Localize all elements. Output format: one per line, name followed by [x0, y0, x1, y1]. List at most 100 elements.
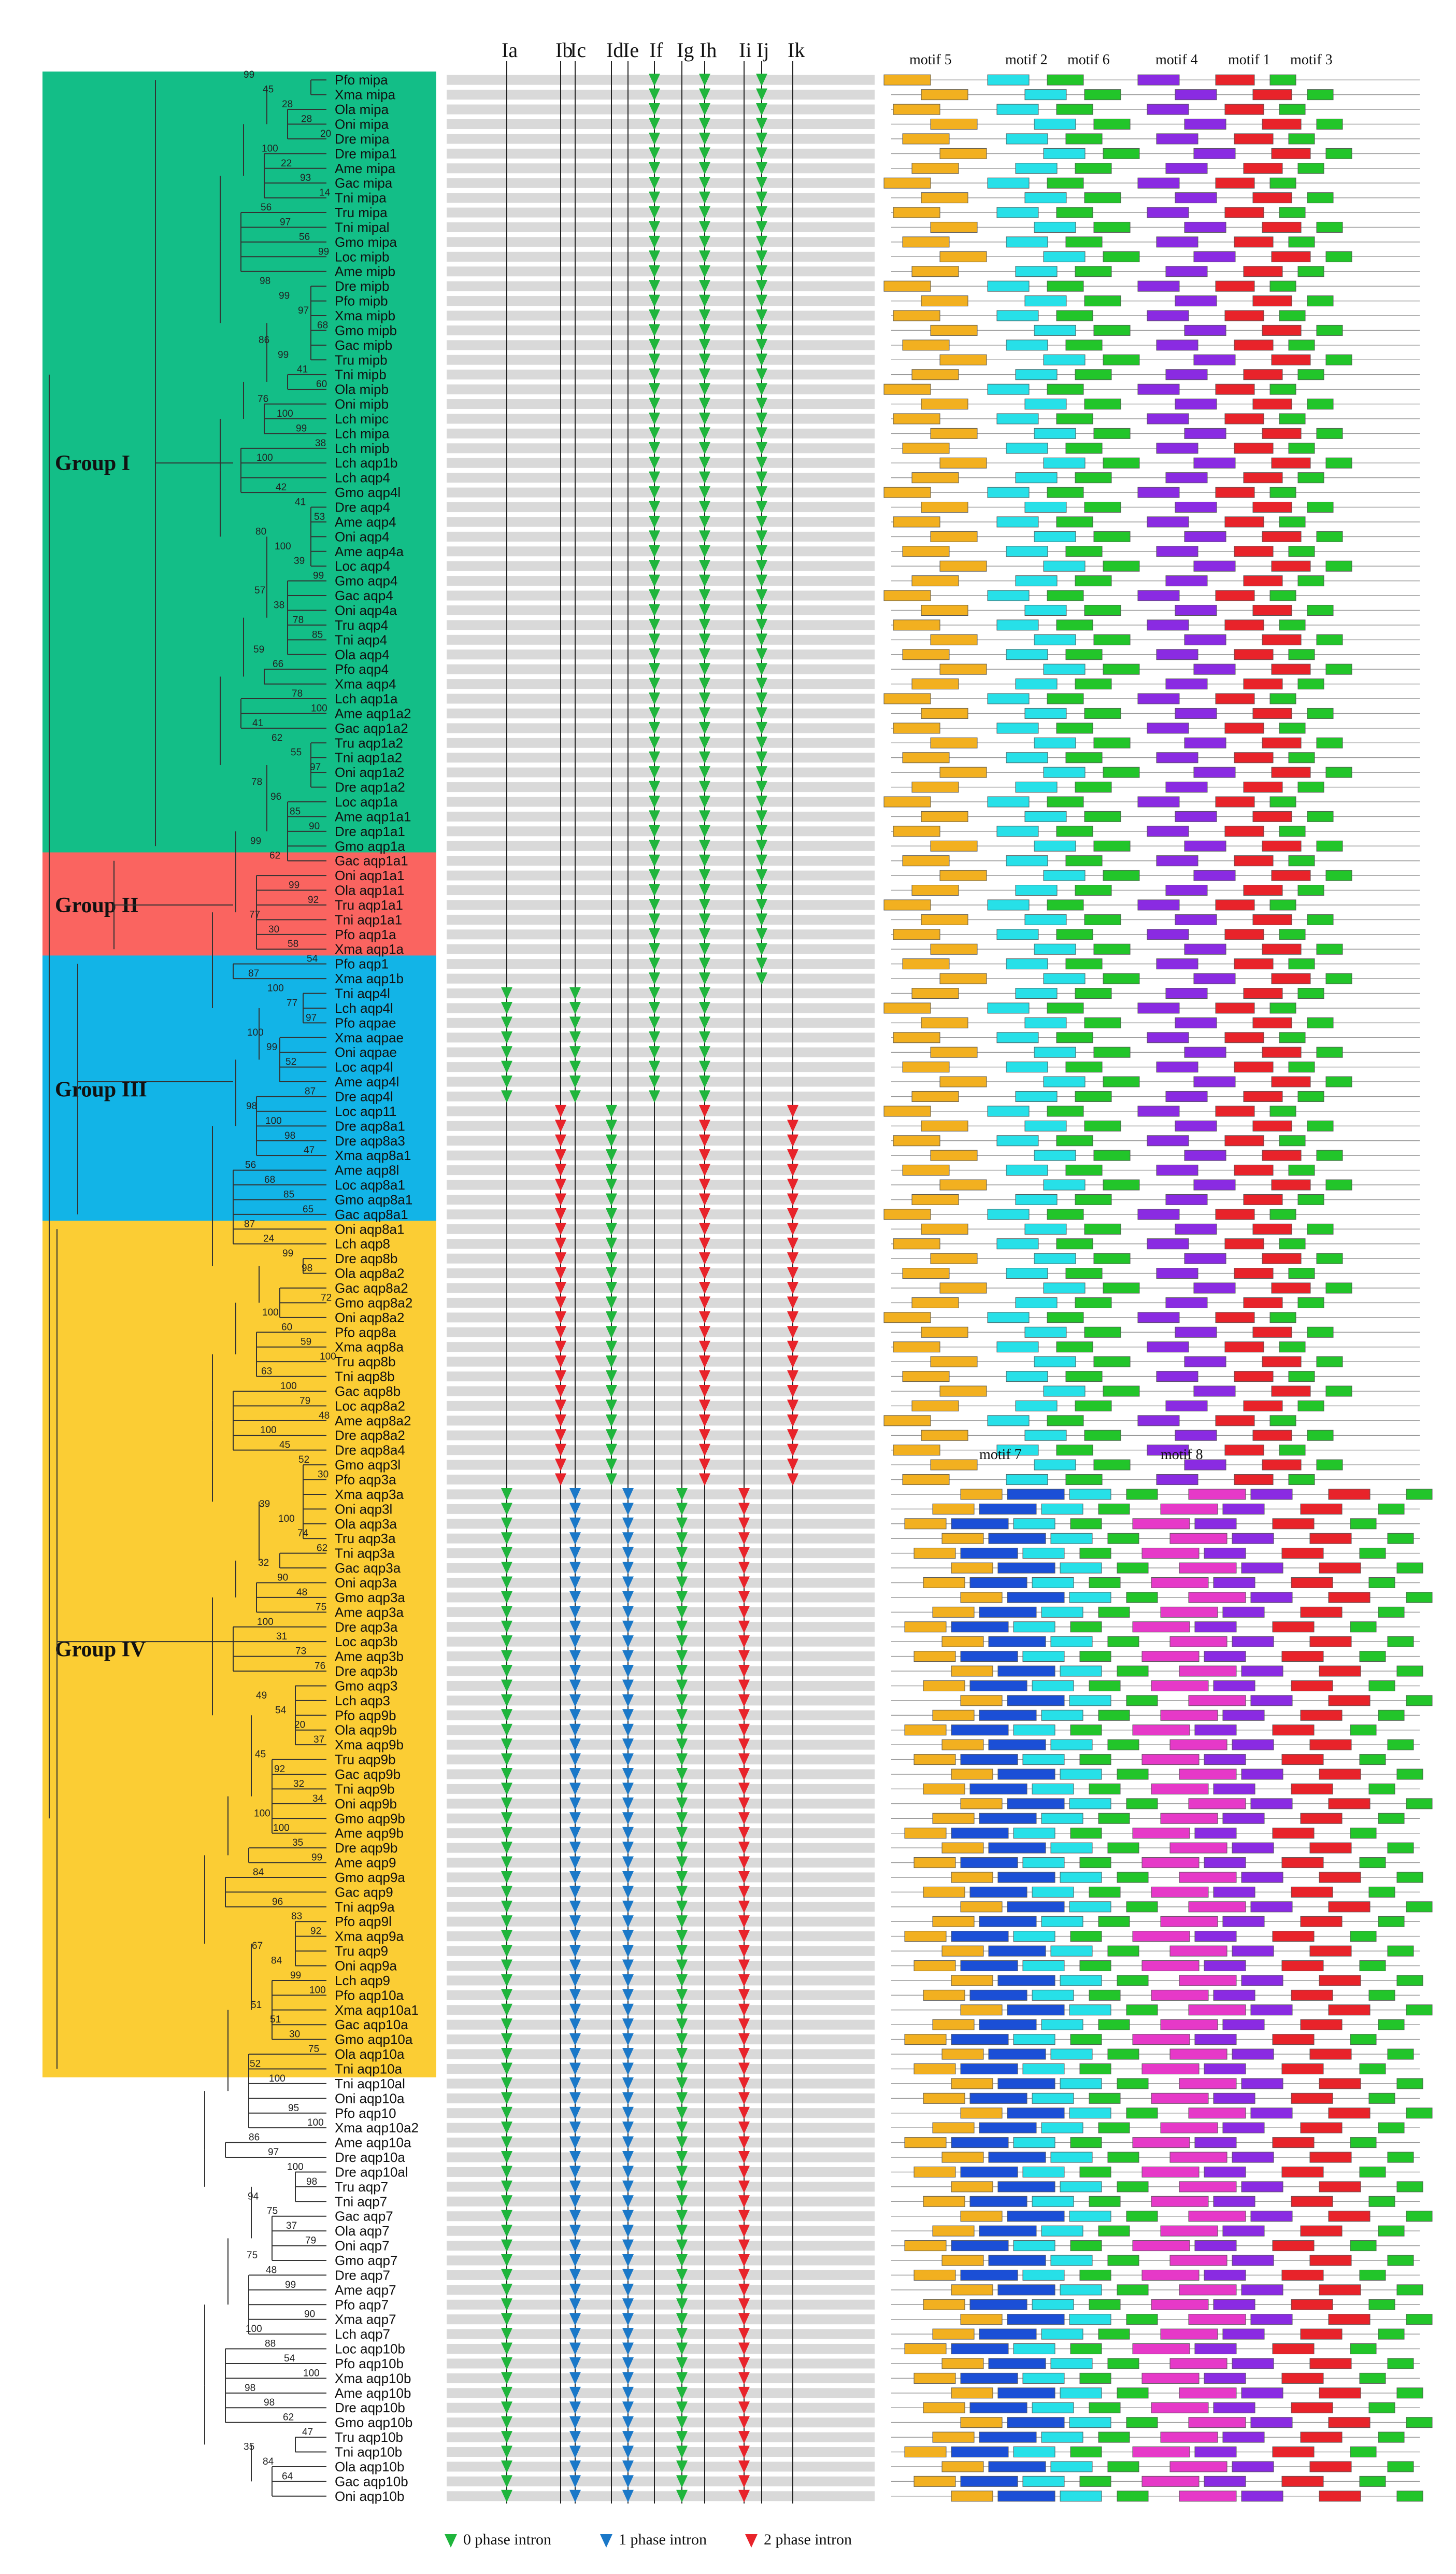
motif-box — [1215, 487, 1255, 498]
motif-box — [911, 163, 959, 174]
intron-marker — [738, 2386, 750, 2399]
intron-marker — [676, 1635, 688, 1648]
gene-bar — [447, 590, 875, 601]
gene-bar — [447, 458, 875, 468]
motif-box — [1075, 782, 1112, 793]
gene-bar — [447, 1209, 875, 1220]
motif-box — [1250, 2108, 1293, 2119]
intron-marker — [676, 2003, 688, 2016]
motif-box — [1250, 1592, 1293, 1603]
intron-marker — [676, 1930, 688, 1943]
intron-marker — [622, 2239, 634, 2252]
intron-marker — [699, 1355, 710, 1368]
motif-box — [1193, 457, 1236, 469]
bootstrap-value: 76 — [258, 394, 268, 405]
motif-box — [1396, 2078, 1423, 2089]
intron-marker — [699, 1282, 710, 1294]
motif-box — [1070, 2343, 1102, 2355]
motif-box — [1089, 1577, 1121, 1588]
motif-box — [1279, 310, 1306, 321]
intron-marker — [649, 648, 660, 661]
intron-marker — [649, 589, 660, 602]
group-label: Group I — [55, 451, 130, 475]
motif-box — [1098, 1916, 1130, 1927]
intron-marker — [738, 1591, 750, 1604]
intron-marker — [676, 1562, 688, 1575]
motif-box — [1041, 1916, 1083, 1927]
motif-box — [902, 1474, 950, 1486]
motif-box — [1137, 384, 1180, 395]
motif-box — [1319, 2387, 1361, 2399]
motif-box — [1050, 1842, 1093, 1854]
intron-marker — [738, 2239, 750, 2252]
motif-box — [1232, 2358, 1274, 2369]
motif-box — [1103, 1282, 1140, 1294]
intron-marker — [555, 1355, 566, 1368]
gene-bar — [447, 782, 875, 793]
intron-marker — [649, 501, 660, 514]
intron-marker — [649, 265, 660, 278]
intron-marker — [606, 1473, 617, 1486]
motif-label: motif 3 — [1290, 52, 1333, 68]
intron-marker — [649, 398, 660, 411]
motif-box — [1041, 2122, 1083, 2133]
motif-box — [883, 1415, 931, 1426]
intron-marker — [738, 2210, 750, 2223]
intron-marker — [569, 1694, 581, 1707]
motif-box — [951, 2343, 1009, 2355]
intron-marker — [569, 1576, 581, 1589]
intron-marker — [501, 1827, 512, 1840]
motif-box — [1169, 2358, 1227, 2369]
intron-marker — [501, 1606, 512, 1619]
bootstrap-value: 100 — [265, 1115, 282, 1126]
motif-box — [979, 2019, 1037, 2030]
motif-box — [1272, 2137, 1315, 2148]
intron-marker — [738, 1915, 750, 1928]
bootstrap-value: 56 — [299, 232, 310, 243]
intron-marker — [699, 280, 710, 293]
motif-box — [996, 1238, 1039, 1250]
motif-box — [1307, 914, 1334, 925]
motif-box — [1179, 2078, 1237, 2089]
motif-box — [1043, 1282, 1086, 1294]
motif-box — [1288, 752, 1315, 763]
motif-box — [1137, 1106, 1180, 1117]
taxon-label: Pfo aqp1a — [335, 927, 396, 942]
legend-marker — [445, 2534, 457, 2548]
taxon-label: Dre aqp9b — [335, 1840, 397, 1856]
motif-box — [1084, 399, 1121, 410]
motif-box — [921, 1430, 968, 1441]
motif-box — [1271, 354, 1311, 365]
taxon-label: Gac aqp1a1 — [335, 853, 408, 869]
intron-marker — [756, 265, 767, 278]
gene-bar — [447, 222, 875, 232]
motif-box — [1034, 428, 1076, 439]
motif-box — [883, 1312, 931, 1323]
motif-box — [1297, 678, 1324, 690]
intron-marker — [501, 1871, 512, 1884]
intron-marker — [699, 957, 710, 970]
intron-marker — [787, 1340, 798, 1353]
motif-box — [1093, 118, 1131, 130]
intron-marker — [622, 1768, 634, 1780]
motif-box — [1160, 1503, 1218, 1515]
intron-marker — [622, 2122, 634, 2134]
motif-label: motif 5 — [909, 52, 952, 68]
motif-box — [1117, 1769, 1149, 1780]
motif-box — [1047, 280, 1084, 292]
motif-box — [1250, 2314, 1293, 2325]
taxon-label: Oni aqp4 — [335, 529, 390, 544]
gene-bar — [447, 2078, 875, 2089]
motif-box — [1084, 1223, 1121, 1235]
intron-marker — [569, 1591, 581, 1604]
motif-box — [1165, 266, 1208, 277]
intron-marker — [756, 206, 767, 219]
taxon-label: Tni mipa — [335, 190, 387, 206]
motif-box — [1079, 1651, 1111, 1662]
motif-box — [1300, 2225, 1343, 2237]
motif-box — [1160, 2019, 1218, 2030]
intron-marker — [676, 2166, 688, 2179]
intron-marker — [699, 471, 710, 484]
motif-box — [1222, 1916, 1265, 1927]
intron-marker — [649, 88, 660, 101]
